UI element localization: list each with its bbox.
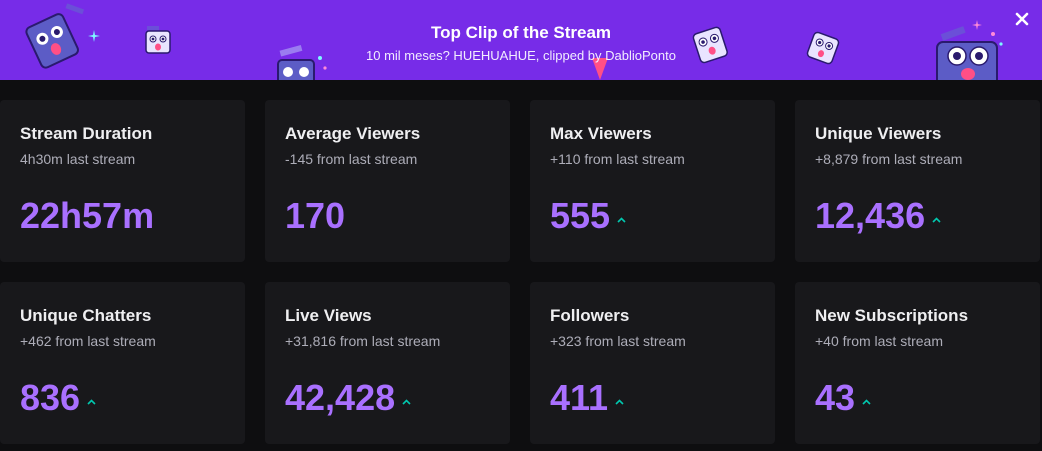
trend-up-icon: [615, 399, 624, 405]
stat-value: 411: [550, 377, 609, 418]
close-icon: [1015, 12, 1029, 26]
stat-change: +462 from last stream: [20, 333, 156, 349]
stat-change: 4h30m last stream: [20, 151, 136, 167]
sparkle-icon: [972, 20, 982, 30]
top-clip-banner[interactable]: Top Clip of the Stream 10 mil meses? HUE…: [0, 0, 1042, 80]
trend-up-icon: [87, 399, 96, 405]
mascot-icon: [22, 3, 86, 69]
stat-title: Average Viewers: [285, 124, 421, 143]
stat-title: New Subscriptions: [815, 306, 969, 325]
trend-up-icon: [617, 217, 626, 223]
stat-value: 836: [20, 377, 81, 418]
stat-card-unique-chatters: Unique Chatters +462 from last stream 83…: [0, 282, 245, 444]
mascot-icon: [270, 44, 330, 80]
stat-title: Stream Duration: [20, 124, 153, 143]
trend-up-icon: [402, 399, 411, 405]
stat-change: +323 from last stream: [550, 333, 686, 349]
stat-value: 42,428: [285, 377, 396, 418]
stat-card-followers: Followers +323 from last stream 411: [530, 282, 775, 444]
banner-title: Top Clip of the Stream: [430, 23, 612, 42]
stat-value: 555: [550, 195, 611, 236]
stat-value: 43: [815, 377, 856, 418]
stat-card-stream-duration: Stream Duration 4h30m last stream 22h57m: [0, 100, 245, 262]
stat-value: 12,436: [815, 195, 926, 236]
close-button[interactable]: [1009, 6, 1035, 32]
mascot-icon: [805, 30, 841, 66]
stat-card-live-views: Live Views +31,816 from last stream 42,4…: [265, 282, 510, 444]
stat-change: +110 from last stream: [550, 151, 685, 167]
stat-card-average-viewers: Average Viewers -145 from last stream 17…: [265, 100, 510, 262]
stat-value: 170: [285, 195, 346, 236]
stat-card-max-viewers: Max Viewers +110 from last stream 555: [530, 100, 775, 262]
stat-title: Unique Viewers: [815, 124, 942, 143]
stat-change: +31,816 from last stream: [285, 333, 441, 349]
stat-title: Followers: [550, 306, 630, 325]
banner-subtitle: 10 mil meses? HUEHUAHUE, clipped by Dabl…: [366, 48, 676, 63]
trend-up-icon: [932, 217, 941, 223]
trend-up-icon: [862, 399, 871, 405]
stat-card-new-subscriptions: New Subscriptions +40 from last stream 4…: [795, 282, 1040, 444]
stat-value: 22h57m: [20, 195, 155, 236]
stat-title: Max Viewers: [550, 124, 652, 143]
mascot-icon: [690, 22, 730, 64]
mascot-icon: [143, 26, 173, 56]
mascot-icon: [935, 26, 1007, 80]
stat-change: -145 from last stream: [285, 151, 418, 167]
stat-title: Unique Chatters: [20, 306, 152, 325]
mascot-icon: [590, 58, 610, 80]
banner-text: Top Clip of the Stream 10 mil meses? HUE…: [0, 22, 1042, 65]
sparkle-icon: [88, 30, 100, 42]
stat-change: +40 from last stream: [815, 333, 943, 349]
stat-change: +8,879 from last stream: [815, 151, 963, 167]
stat-title: Live Views: [285, 306, 372, 325]
stat-card-unique-viewers: Unique Viewers +8,879 from last stream 1…: [795, 100, 1040, 262]
